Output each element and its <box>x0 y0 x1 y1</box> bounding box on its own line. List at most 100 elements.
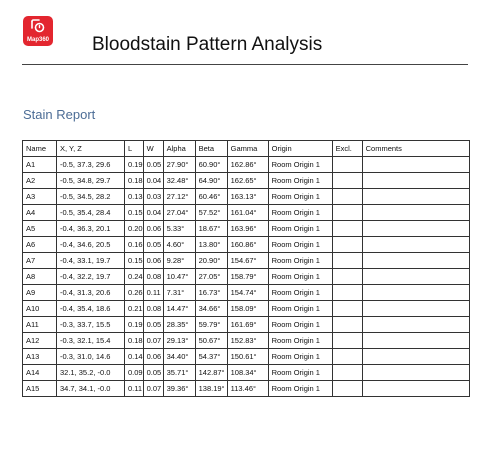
map360-logo-icon <box>31 19 45 33</box>
table-cell: Room Origin 1 <box>267 364 333 381</box>
table-cell: A1 <box>22 156 57 173</box>
column-header: Comments <box>361 140 470 157</box>
table-cell: 0.07 <box>142 332 164 349</box>
table-cell: Room Origin 1 <box>267 316 333 333</box>
table-cell: 0.24 <box>124 268 144 285</box>
table-cell: 0.16 <box>124 236 144 253</box>
table-row: A5 -0.4, 36.3, 20.1 0.20 0.06 5.33° 18.67° 163… <box>22 220 470 237</box>
table-cell: 34.66° <box>194 300 228 317</box>
table-cell: 161.04° <box>226 204 269 221</box>
logo-text: Map360 <box>26 37 49 43</box>
table-cell: 0.11 <box>124 380 144 397</box>
table-cell: -0.4, 35.4, 18.6 <box>56 300 125 317</box>
table-cell <box>331 332 363 349</box>
table-cell <box>361 380 470 397</box>
table-cell: 0.08 <box>142 268 164 285</box>
table-cell: 60.46° <box>194 188 228 205</box>
table-cell: -0.4, 34.6, 20.5 <box>56 236 125 253</box>
table-cell: -0.4, 32.2, 19.7 <box>56 268 125 285</box>
table-cell: Room Origin 1 <box>267 348 333 365</box>
table-cell: Room Origin 1 <box>267 172 333 189</box>
table-cell: 13.80° <box>194 236 228 253</box>
table-cell <box>361 172 470 189</box>
table-cell <box>361 220 470 237</box>
column-header: Beta <box>194 140 228 157</box>
table-cell: -0.5, 37.3, 29.6 <box>56 156 125 173</box>
table-cell: 0.14 <box>124 348 144 365</box>
table-cell: 161.69° <box>226 316 269 333</box>
table-cell: -0.3, 32.1, 15.4 <box>56 332 125 349</box>
table-cell <box>331 268 363 285</box>
table-cell: Room Origin 1 <box>267 236 333 253</box>
table-cell: 0.07 <box>142 380 164 397</box>
table-row: A3 -0.5, 34.5, 28.2 0.13 0.03 27.12° 60.46° 16… <box>22 188 470 205</box>
table-cell: A4 <box>22 204 57 221</box>
table-cell: -0.5, 35.4, 28.4 <box>56 204 125 221</box>
table-cell: 60.90° <box>194 156 228 173</box>
table-cell: 163.13° <box>226 188 269 205</box>
table-cell: Room Origin 1 <box>267 300 333 317</box>
table-cell: 0.06 <box>142 252 164 269</box>
table-cell: 28.35° <box>162 316 196 333</box>
column-header: L <box>124 140 144 157</box>
table-cell: 142.87° <box>194 364 228 381</box>
column-header: Gamma <box>226 140 269 157</box>
table-cell: 0.15 <box>124 252 144 269</box>
table-cell <box>331 236 363 253</box>
table-cell <box>361 156 470 173</box>
table-cell: 29.13° <box>162 332 196 349</box>
table-cell: Room Origin 1 <box>267 188 333 205</box>
column-header: Alpha <box>162 140 196 157</box>
table-cell: A2 <box>22 172 57 189</box>
table-row: A14 32.1, 35.2, -0.0 0.09 0.05 35.71° 142.87°… <box>22 364 470 381</box>
table-cell: 35.71° <box>162 364 196 381</box>
table-cell: A15 <box>22 380 57 397</box>
table-cell: -0.5, 34.8, 29.7 <box>56 172 125 189</box>
table-cell: 4.60° <box>162 236 196 253</box>
table-cell: 27.05° <box>194 268 228 285</box>
table-cell <box>361 236 470 253</box>
table-header-row: Name X, Y, Z L W Alpha Beta Gamma Origin Excl. Co… <box>22 140 470 157</box>
table-cell: 0.03 <box>142 188 164 205</box>
table-cell <box>331 220 363 237</box>
table-cell: Room Origin 1 <box>267 332 333 349</box>
table-row: A9 -0.4, 31.3, 20.6 0.26 0.11 7.31° 16.73° 154… <box>22 284 470 301</box>
table-cell: A8 <box>22 268 57 285</box>
table-cell <box>361 364 470 381</box>
table-cell: 10.47° <box>162 268 196 285</box>
table-cell: 0.19 <box>124 156 144 173</box>
table-cell: Room Origin 1 <box>267 220 333 237</box>
table-cell: 39.36° <box>162 380 196 397</box>
table-cell: Room Origin 1 <box>267 380 333 397</box>
table-cell <box>331 252 363 269</box>
table-cell: Room Origin 1 <box>267 156 333 173</box>
table-cell <box>331 348 363 365</box>
table-cell: 108.34° <box>226 364 269 381</box>
table-cell: A3 <box>22 188 57 205</box>
table-cell: 64.90° <box>194 172 228 189</box>
table-cell: Room Origin 1 <box>267 204 333 221</box>
table-cell <box>361 204 470 221</box>
table-row: A6 -0.4, 34.6, 20.5 0.16 0.05 4.60° 13.80° 160… <box>22 236 470 253</box>
table-cell <box>361 348 470 365</box>
table-cell: 14.47° <box>162 300 196 317</box>
table-cell: -0.4, 36.3, 20.1 <box>56 220 125 237</box>
table-cell: 150.61° <box>226 348 269 365</box>
table-row: A15 34.7, 34.1, -0.0 0.11 0.07 39.36° 138.19°… <box>22 380 470 397</box>
table-cell: -0.4, 33.1, 19.7 <box>56 252 125 269</box>
table-cell: 0.26 <box>124 284 144 301</box>
table-cell: 34.40° <box>162 348 196 365</box>
table-cell: Room Origin 1 <box>267 284 333 301</box>
header-divider <box>22 64 468 65</box>
table-row: A13 -0.3, 31.0, 14.6 0.14 0.06 34.40° 54.37° 1… <box>22 348 470 365</box>
table-cell: 9.28° <box>162 252 196 269</box>
table-cell: 163.96° <box>226 220 269 237</box>
table-cell: 32.1, 35.2, -0.0 <box>56 364 125 381</box>
table-cell <box>361 332 470 349</box>
table-row: A8 -0.4, 32.2, 19.7 0.24 0.08 10.47° 27.05° 15… <box>22 268 470 285</box>
table-cell <box>361 268 470 285</box>
table-cell: A13 <box>22 348 57 365</box>
table-cell: -0.4, 31.3, 20.6 <box>56 284 125 301</box>
table-cell: 54.37° <box>194 348 228 365</box>
table-cell: A11 <box>22 316 57 333</box>
